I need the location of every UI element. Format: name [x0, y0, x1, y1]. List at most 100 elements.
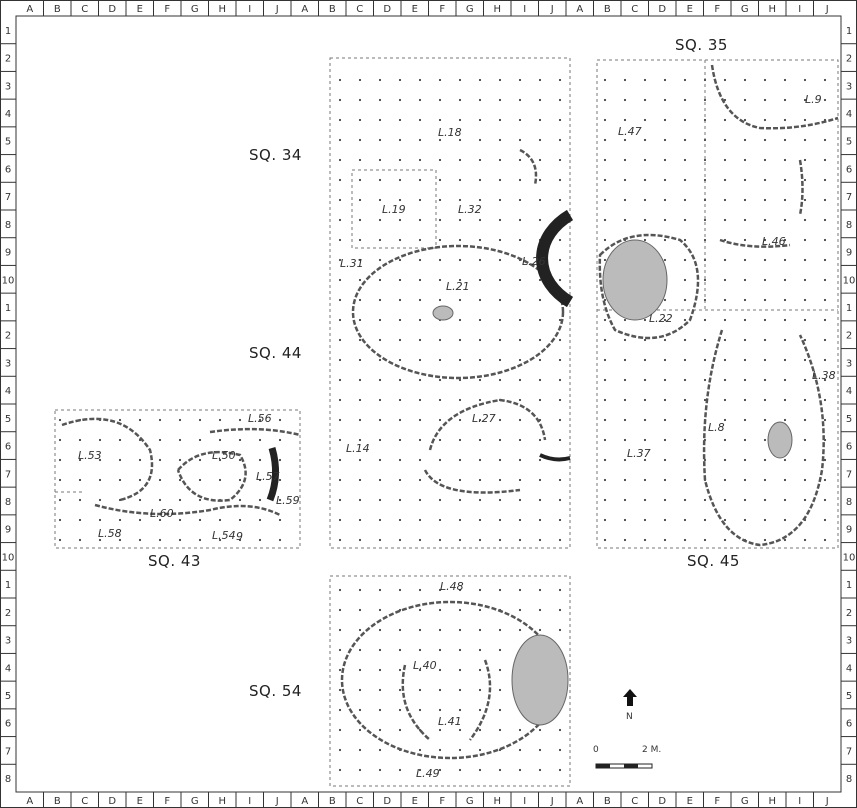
survey-dot	[763, 178, 767, 182]
bottom-edge-letter: C	[81, 796, 88, 807]
top-edge-letter: B	[604, 4, 611, 15]
right-edge-number: 8	[846, 774, 852, 785]
locus-label: L.8	[708, 421, 725, 434]
survey-dot	[78, 478, 82, 482]
survey-dot	[518, 158, 522, 162]
survey-dot	[663, 438, 667, 442]
survey-dot	[823, 498, 827, 502]
survey-dot	[498, 728, 502, 732]
survey-dot	[803, 278, 807, 282]
bottom-edge-letter: J	[550, 796, 554, 807]
survey-dot	[378, 258, 382, 262]
survey-dot	[558, 628, 562, 632]
survey-dot	[198, 478, 202, 482]
survey-dot	[358, 358, 362, 362]
bottom-edge-letter: D	[383, 796, 391, 807]
survey-dot	[338, 608, 342, 612]
survey-dot	[478, 768, 482, 772]
survey-dot	[603, 178, 607, 182]
survey-dot	[603, 498, 607, 502]
locus-label: L.19	[382, 203, 406, 216]
survey-dot	[478, 318, 482, 322]
survey-dot	[358, 418, 362, 422]
survey-dot	[438, 418, 442, 422]
survey-dot	[398, 538, 402, 542]
survey-dot	[643, 438, 647, 442]
survey-dot	[723, 478, 727, 482]
survey-dot	[623, 78, 627, 82]
survey-dot	[763, 398, 767, 402]
survey-dot	[358, 708, 362, 712]
rubble-locus-8	[767, 421, 793, 459]
right-edge-number: 2	[846, 331, 852, 342]
survey-dot	[178, 498, 182, 502]
locus-19-outline	[351, 169, 437, 249]
right-edge-number: 3	[846, 81, 852, 92]
survey-dot	[558, 608, 562, 612]
survey-dot	[378, 318, 382, 322]
survey-dot	[498, 238, 502, 242]
survey-dot	[518, 118, 522, 122]
survey-dot	[378, 648, 382, 652]
survey-dot	[823, 478, 827, 482]
survey-dot	[438, 98, 442, 102]
survey-dot	[498, 708, 502, 712]
survey-dot	[158, 418, 162, 422]
survey-dot	[603, 518, 607, 522]
survey-dot	[538, 438, 542, 442]
survey-dot	[663, 358, 667, 362]
survey-dot	[538, 748, 542, 752]
survey-dot	[538, 518, 542, 522]
dark-wall-features	[266, 209, 574, 502]
locus-label: L.37	[627, 447, 651, 460]
survey-dot	[458, 458, 462, 462]
survey-dot	[643, 218, 647, 222]
survey-dot	[398, 338, 402, 342]
survey-dot	[398, 628, 402, 632]
bottom-edge-letter: H	[768, 796, 776, 807]
left-edge-number: 8	[5, 497, 11, 508]
top-edge-letter: B	[54, 4, 61, 15]
survey-dot	[338, 258, 342, 262]
square-label-sq45: SQ. 45	[687, 552, 740, 570]
right-edge-number: 8	[846, 220, 852, 231]
survey-dot	[178, 438, 182, 442]
survey-dot	[743, 98, 747, 102]
right-edge-number: 9	[846, 248, 852, 259]
left-edge-number: 10	[2, 552, 15, 563]
survey-dot	[398, 688, 402, 692]
survey-dot	[743, 318, 747, 322]
survey-dot	[803, 78, 807, 82]
survey-dot	[378, 748, 382, 752]
survey-dot	[723, 498, 727, 502]
survey-dot	[743, 358, 747, 362]
survey-dot	[703, 518, 707, 522]
survey-dot	[663, 538, 667, 542]
survey-dot	[398, 378, 402, 382]
bottom-edge-letter: E	[137, 796, 143, 807]
survey-dot	[803, 258, 807, 262]
survey-dot	[803, 178, 807, 182]
survey-dot	[763, 458, 767, 462]
survey-dot	[138, 458, 142, 462]
survey-dot	[558, 338, 562, 342]
survey-dot	[378, 158, 382, 162]
survey-dot	[683, 518, 687, 522]
survey-dot	[458, 418, 462, 422]
survey-dot	[338, 748, 342, 752]
top-edge-letter: I	[248, 4, 251, 15]
survey-dot	[518, 748, 522, 752]
scale-zero-label: 0	[593, 745, 599, 755]
survey-dot	[338, 278, 342, 282]
survey-dot	[218, 518, 222, 522]
survey-dot	[803, 98, 807, 102]
survey-dot	[418, 258, 422, 262]
survey-dot	[743, 398, 747, 402]
survey-dot	[398, 238, 402, 242]
survey-dot	[418, 338, 422, 342]
survey-dot	[418, 708, 422, 712]
survey-dot	[823, 458, 827, 462]
bottom-edge-letter: A	[26, 796, 33, 807]
survey-dot	[558, 178, 562, 182]
bottom-edge-letter: B	[329, 796, 336, 807]
